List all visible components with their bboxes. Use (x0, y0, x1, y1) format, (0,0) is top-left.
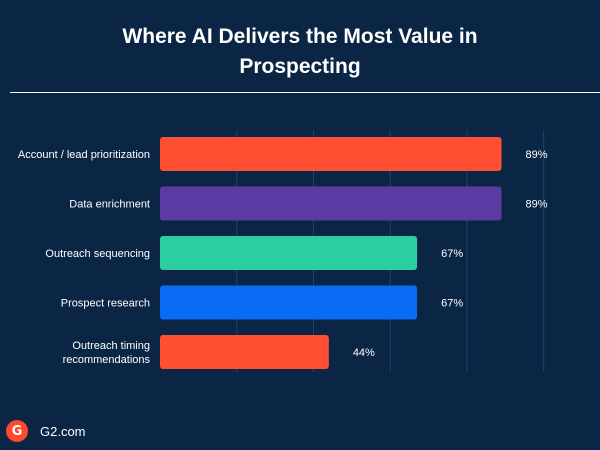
category-label-5-line-1: Outreach timing (72, 340, 150, 352)
chart-title-line-2: Prospecting (239, 55, 361, 78)
title-divider (10, 92, 600, 93)
bar-2 (160, 186, 502, 221)
category-label-4: Prospect research (61, 298, 150, 310)
chart-title-line-1: Where AI Delivers the Most Value in (122, 25, 478, 48)
category-label-5-line-2: recommendations (63, 354, 151, 366)
bar-5 (160, 335, 329, 369)
category-label-3: Outreach sequencing (45, 248, 150, 260)
bar-1 (160, 137, 502, 171)
category-label-1: Account / lead prioritization (18, 149, 150, 161)
g2-logo-letter: G (11, 423, 23, 439)
value-label-3: 67% (441, 248, 463, 260)
value-label-1: 89% (525, 149, 547, 161)
bar-4 (160, 285, 418, 320)
g2-logo-icon: G (6, 420, 28, 442)
value-label-4: 67% (441, 298, 463, 310)
category-label-2: Data enrichment (69, 199, 150, 211)
value-label-2: 89% (525, 199, 547, 211)
chart-title: Where AI Delivers the Most Value in Pros… (0, 22, 600, 82)
value-label-5: 44% (353, 347, 375, 359)
bar-3 (160, 236, 418, 270)
footer-site-label: G2.com (40, 424, 86, 439)
